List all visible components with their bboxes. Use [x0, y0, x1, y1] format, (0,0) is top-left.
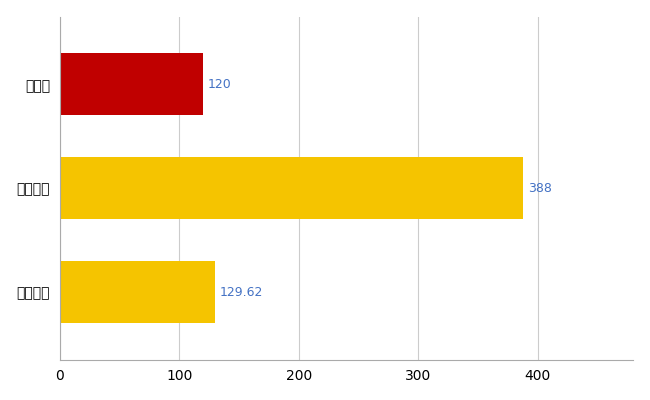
- Bar: [60, 157, 523, 219]
- Text: 388: 388: [528, 182, 552, 195]
- Bar: [60, 53, 203, 115]
- Text: 129.62: 129.62: [220, 286, 263, 298]
- Text: 120: 120: [208, 78, 232, 91]
- Bar: [60, 261, 214, 323]
